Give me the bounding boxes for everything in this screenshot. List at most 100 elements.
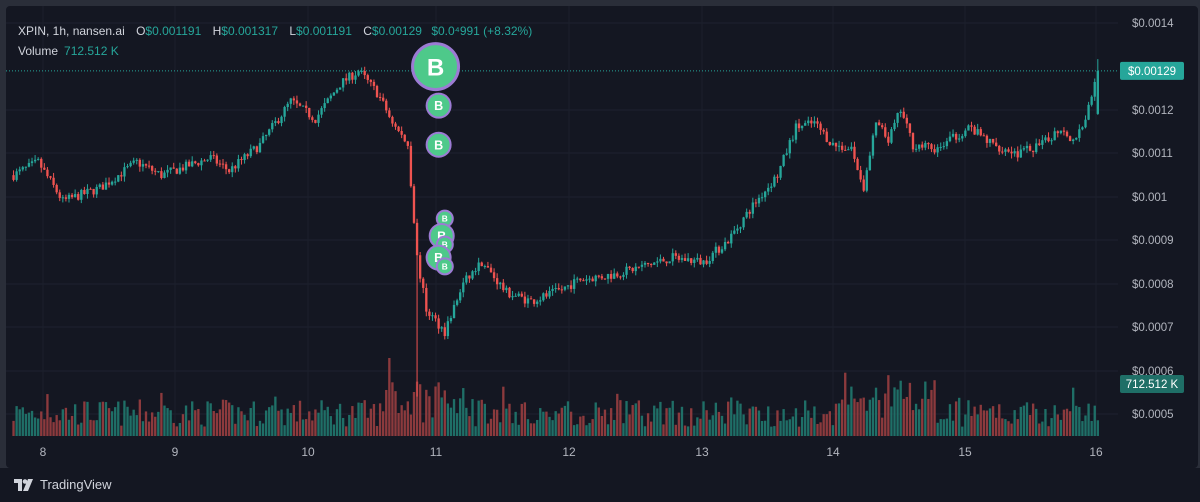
price-tick-label: $0.0007: [1132, 322, 1174, 334]
volume-bar: [1022, 405, 1026, 436]
candle-body: [517, 293, 520, 296]
volume-bar: [280, 409, 283, 436]
volume-bar: [440, 397, 443, 436]
volume-bar: [844, 372, 847, 436]
volume-bar: [594, 402, 597, 436]
candle-body: [970, 125, 973, 127]
volume-bar: [1019, 406, 1022, 436]
volume-bar: [394, 391, 397, 436]
volume-bar: [723, 423, 727, 436]
candle-body: [52, 177, 55, 185]
candle-body: [348, 72, 351, 81]
volume-bar: [499, 422, 502, 436]
candle-body: [511, 296, 514, 298]
tradingview-logo-icon: [14, 478, 33, 491]
volume-bar: [107, 408, 111, 436]
candle-body: [486, 266, 490, 268]
last-price-badge: $0.00129: [1120, 61, 1184, 80]
volume-bar: [828, 411, 831, 436]
candle-body: [683, 258, 687, 261]
candle-body: [499, 282, 502, 285]
volume-bar: [702, 401, 705, 436]
candle-body: [653, 262, 656, 265]
candle-body: [631, 267, 634, 272]
candle-body: [896, 113, 899, 123]
volume-bar: [520, 403, 523, 436]
volume-bar: [123, 400, 126, 436]
candlestick-chart[interactable]: BBBBBBBB $0.0014$0.0012$0.0011$0.001$0.0…: [6, 6, 1198, 468]
candle-body: [397, 126, 400, 132]
volume-bar: [1084, 415, 1087, 436]
volume-bar: [18, 409, 21, 436]
candle-body: [221, 163, 225, 165]
candle-body: [770, 186, 773, 188]
volume-bar: [1072, 387, 1075, 436]
volume-bar: [320, 400, 323, 436]
candle-body: [465, 275, 468, 283]
volume-bar: [98, 402, 101, 436]
candle-body: [893, 122, 896, 130]
volume-bar: [455, 413, 459, 436]
volume-bar: [326, 406, 329, 436]
volume-bar: [52, 422, 55, 436]
candle-body: [144, 164, 148, 166]
volume-bar: [736, 400, 739, 436]
candle-body: [514, 295, 517, 297]
volume-bar: [1075, 405, 1078, 436]
candle-body: [800, 125, 804, 129]
time-tick-label: 11: [430, 445, 443, 459]
candle-body: [89, 188, 92, 190]
volume-bar: [884, 393, 887, 436]
volume-bar: [945, 418, 949, 436]
candle-body: [779, 165, 782, 178]
candle-body: [566, 285, 570, 287]
candle-body: [363, 70, 366, 76]
volume-bar: [619, 400, 622, 436]
candle-body: [560, 289, 564, 291]
candle-body: [1072, 139, 1075, 142]
candle-body: [927, 143, 930, 145]
volume-bar: [976, 414, 979, 436]
candle-body: [215, 155, 219, 164]
candle-body: [945, 141, 949, 147]
volume-bar: [21, 407, 24, 436]
candle-body: [1047, 137, 1050, 142]
candle-body: [819, 123, 822, 130]
candle-body: [905, 117, 909, 124]
volume-bar: [471, 399, 474, 436]
volume-bar: [548, 416, 551, 436]
candle-body: [268, 129, 271, 135]
branding[interactable]: TradingView: [14, 477, 112, 492]
candle-body: [649, 264, 653, 266]
volume-bar: [862, 397, 865, 436]
candle-body: [616, 273, 619, 277]
price-chart-panel[interactable]: BBBBBBBB $0.0014$0.0012$0.0011$0.001$0.0…: [6, 6, 1198, 468]
volume-bar: [422, 422, 425, 436]
candle-body: [372, 81, 376, 86]
volume-bar: [582, 415, 585, 436]
candle-body: [840, 145, 844, 150]
volume-bar: [1053, 405, 1056, 436]
volume-bar: [231, 405, 234, 436]
candle-body: [643, 262, 647, 265]
candle-body: [930, 144, 933, 150]
candle-body: [141, 164, 145, 167]
volume-bar: [911, 410, 915, 436]
volume-bar: [437, 382, 440, 436]
candle-body: [569, 285, 573, 289]
candle-body: [791, 139, 795, 141]
candle-body: [939, 146, 942, 148]
candle-body: [810, 120, 813, 124]
volume-bar: [104, 402, 108, 436]
volume-bar: [988, 408, 992, 436]
volume-bar: [576, 424, 579, 436]
price-tick-label: $0.0009: [1132, 235, 1174, 247]
volume-bar: [295, 421, 299, 436]
candle-body: [545, 293, 548, 297]
symbol-title[interactable]: XPIN, 1h, nansen.ai: [18, 24, 125, 38]
candle-body: [67, 194, 71, 199]
candle-body: [234, 166, 237, 169]
candle-body: [341, 78, 345, 88]
candle-body: [677, 255, 681, 260]
candle-body: [409, 145, 413, 187]
